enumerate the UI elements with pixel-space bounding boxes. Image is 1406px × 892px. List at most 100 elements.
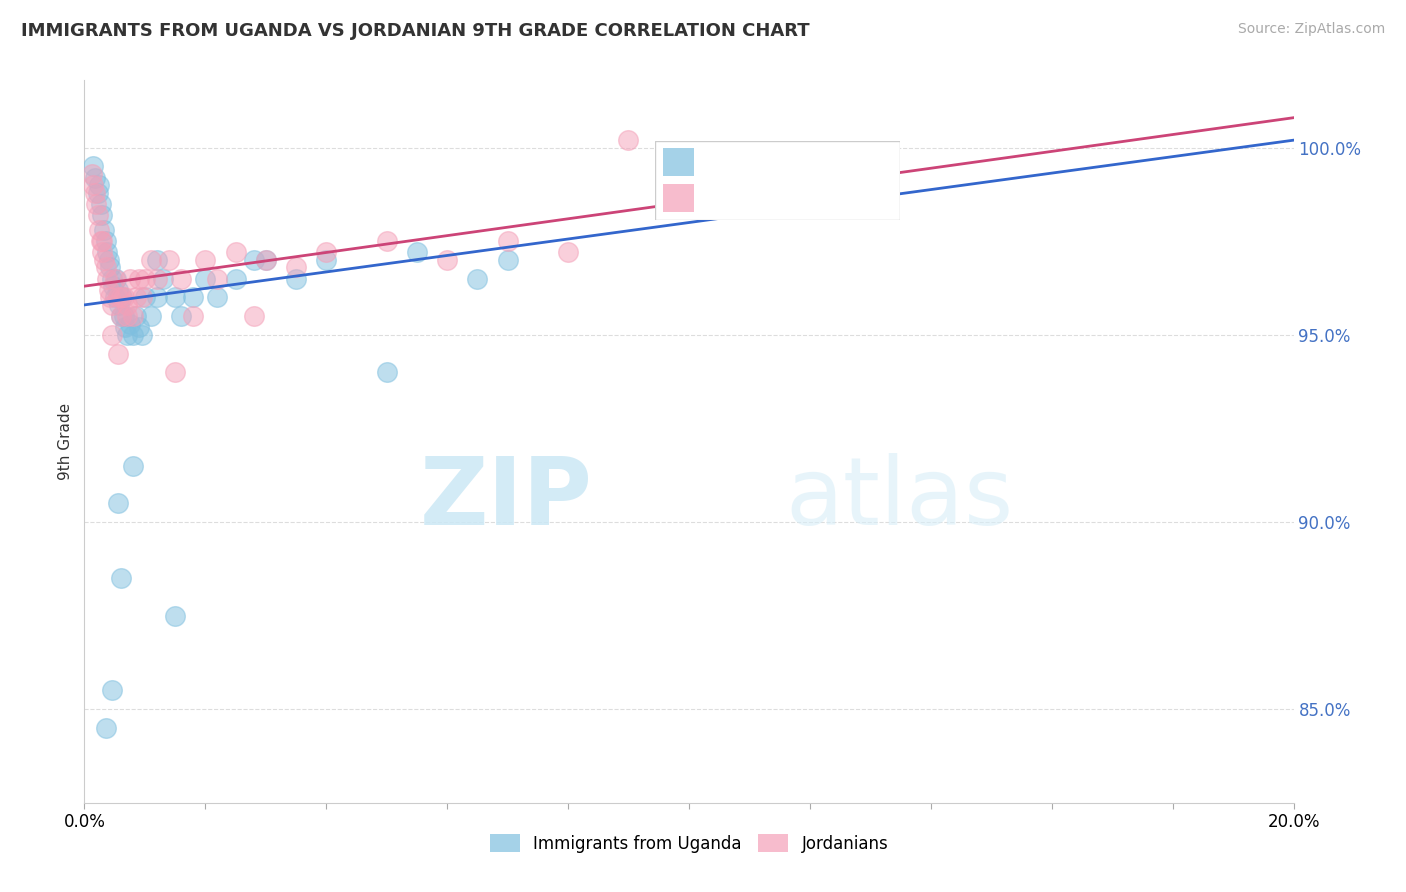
Text: Source: ZipAtlas.com: Source: ZipAtlas.com xyxy=(1237,22,1385,37)
Point xyxy=(110,571,132,585)
Point xyxy=(100,271,122,285)
Point xyxy=(100,683,122,698)
Point xyxy=(100,327,122,342)
Point xyxy=(90,196,112,211)
Point xyxy=(170,271,193,285)
Point xyxy=(103,279,125,293)
Point xyxy=(110,309,132,323)
Point xyxy=(90,234,112,248)
Point xyxy=(110,309,132,323)
Point xyxy=(118,317,141,331)
Text: IMMIGRANTS FROM UGANDA VS JORDANIAN 9TH GRADE CORRELATION CHART: IMMIGRANTS FROM UGANDA VS JORDANIAN 9TH … xyxy=(21,22,810,40)
Point xyxy=(110,290,132,304)
Point xyxy=(139,309,162,323)
Point xyxy=(128,320,150,334)
Point xyxy=(100,298,122,312)
Point xyxy=(89,223,111,237)
Point xyxy=(225,245,247,260)
Point xyxy=(121,327,143,342)
Point xyxy=(617,133,640,147)
Point xyxy=(91,208,114,222)
Text: atlas: atlas xyxy=(786,453,1014,545)
Point xyxy=(436,252,458,267)
Point xyxy=(84,170,107,185)
Point xyxy=(97,252,120,267)
Point xyxy=(406,245,429,260)
Point xyxy=(285,260,308,275)
Point xyxy=(242,309,264,323)
Point xyxy=(104,290,127,304)
Point xyxy=(104,271,127,285)
Point xyxy=(114,320,136,334)
Point xyxy=(115,327,138,342)
Point xyxy=(86,186,108,200)
Point xyxy=(121,458,143,473)
Point xyxy=(181,290,204,304)
Point xyxy=(134,271,156,285)
Text: R = 0.407   N = 48: R = 0.407 N = 48 xyxy=(704,189,875,207)
Legend: Immigrants from Uganda, Jordanians: Immigrants from Uganda, Jordanians xyxy=(484,828,894,860)
Point xyxy=(165,290,187,304)
Point xyxy=(134,290,156,304)
Point xyxy=(118,271,141,285)
Point xyxy=(94,721,117,735)
Point xyxy=(91,234,114,248)
Point xyxy=(107,290,129,304)
Point xyxy=(315,245,337,260)
Point xyxy=(165,365,187,379)
Point xyxy=(467,271,489,285)
Point xyxy=(86,208,108,222)
Point xyxy=(194,271,217,285)
Point xyxy=(108,298,131,312)
Point xyxy=(496,234,519,248)
Point xyxy=(131,290,153,304)
Point xyxy=(82,178,104,193)
Point xyxy=(242,252,264,267)
Point xyxy=(89,178,111,193)
Point xyxy=(97,283,120,297)
Point xyxy=(254,252,277,267)
Point xyxy=(82,160,104,174)
Point xyxy=(165,608,187,623)
Point xyxy=(139,252,162,267)
Point xyxy=(315,252,337,267)
Point xyxy=(181,309,204,323)
Point xyxy=(207,271,229,285)
Point xyxy=(112,309,135,323)
Point xyxy=(146,290,169,304)
Point xyxy=(115,298,138,312)
Point xyxy=(91,245,114,260)
Text: ZIP: ZIP xyxy=(419,453,592,545)
Point xyxy=(125,309,148,323)
Point xyxy=(254,252,277,267)
Point xyxy=(225,271,247,285)
Point xyxy=(80,167,103,181)
Point xyxy=(157,252,180,267)
Point xyxy=(96,271,118,285)
Point xyxy=(86,196,108,211)
Point xyxy=(128,271,150,285)
Point xyxy=(93,252,115,267)
Point xyxy=(98,290,121,304)
Point xyxy=(107,346,129,360)
Point xyxy=(98,260,121,275)
Point xyxy=(84,186,107,200)
Point xyxy=(146,271,169,285)
Point xyxy=(107,496,129,510)
Point xyxy=(375,365,398,379)
Point xyxy=(111,290,134,304)
Text: R = 0.275   N = 52: R = 0.275 N = 52 xyxy=(704,153,875,171)
Point xyxy=(557,245,579,260)
Point xyxy=(146,252,169,267)
Point xyxy=(115,309,138,323)
Point xyxy=(93,223,115,237)
Point xyxy=(104,271,127,285)
Point xyxy=(107,283,129,297)
Point xyxy=(121,309,143,323)
Point xyxy=(194,252,217,267)
Point xyxy=(375,234,398,248)
Bar xyxy=(662,148,695,176)
Point xyxy=(285,271,308,285)
Point xyxy=(125,290,148,304)
Point xyxy=(152,271,174,285)
